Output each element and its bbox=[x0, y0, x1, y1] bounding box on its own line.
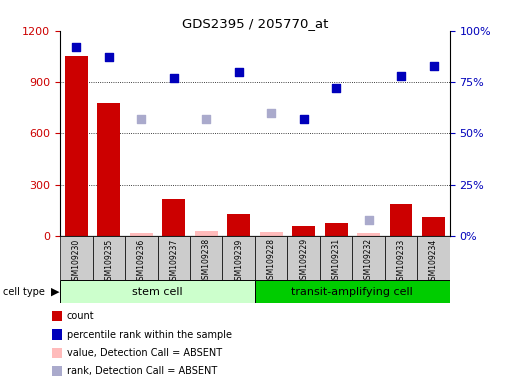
Text: count: count bbox=[67, 311, 95, 321]
Bar bbox=[130, 233, 153, 236]
Bar bbox=[255, 236, 288, 280]
Text: GSM109236: GSM109236 bbox=[137, 238, 146, 285]
Text: transit-amplifying cell: transit-amplifying cell bbox=[291, 287, 413, 297]
Bar bbox=[52, 311, 62, 321]
Bar bbox=[93, 236, 125, 280]
Bar bbox=[385, 236, 417, 280]
Bar bbox=[255, 280, 450, 303]
Point bbox=[429, 63, 438, 69]
Bar bbox=[260, 232, 282, 236]
Text: GSM109230: GSM109230 bbox=[72, 238, 81, 285]
Bar bbox=[163, 199, 185, 236]
Text: GSM109233: GSM109233 bbox=[396, 238, 405, 285]
Bar bbox=[222, 236, 255, 280]
Text: ▶: ▶ bbox=[51, 287, 60, 297]
Text: rank, Detection Call = ABSENT: rank, Detection Call = ABSENT bbox=[67, 366, 217, 376]
Bar bbox=[52, 329, 62, 340]
Title: GDS2395 / 205770_at: GDS2395 / 205770_at bbox=[182, 17, 328, 30]
Bar bbox=[52, 348, 62, 358]
Text: GSM109232: GSM109232 bbox=[364, 238, 373, 285]
Point bbox=[169, 75, 178, 81]
Text: value, Detection Call = ABSENT: value, Detection Call = ABSENT bbox=[67, 348, 222, 358]
Bar bbox=[60, 280, 255, 303]
Point bbox=[72, 44, 81, 50]
Point bbox=[332, 85, 340, 91]
Bar bbox=[97, 103, 120, 236]
Point bbox=[300, 116, 308, 122]
Point bbox=[397, 73, 405, 79]
Bar bbox=[325, 223, 347, 236]
Text: GSM109239: GSM109239 bbox=[234, 238, 243, 285]
Point bbox=[234, 69, 243, 75]
Bar bbox=[292, 226, 315, 236]
Bar bbox=[357, 233, 380, 236]
Bar bbox=[60, 236, 93, 280]
Bar bbox=[195, 231, 218, 236]
Bar bbox=[228, 214, 250, 236]
Point bbox=[137, 116, 145, 122]
Bar bbox=[320, 236, 353, 280]
Bar bbox=[190, 236, 222, 280]
Text: GSM109237: GSM109237 bbox=[169, 238, 178, 285]
Bar bbox=[157, 236, 190, 280]
Point bbox=[105, 55, 113, 61]
Bar bbox=[125, 236, 157, 280]
Bar bbox=[288, 236, 320, 280]
Text: cell type: cell type bbox=[3, 287, 44, 297]
Text: stem cell: stem cell bbox=[132, 287, 183, 297]
Point bbox=[267, 110, 276, 116]
Text: GSM109231: GSM109231 bbox=[332, 238, 340, 285]
Bar bbox=[52, 366, 62, 376]
Bar bbox=[65, 56, 88, 236]
Point bbox=[202, 116, 210, 122]
Bar bbox=[417, 236, 450, 280]
Bar bbox=[422, 217, 445, 236]
Text: GSM109234: GSM109234 bbox=[429, 238, 438, 285]
Point bbox=[365, 217, 373, 223]
Text: GSM109228: GSM109228 bbox=[267, 238, 276, 285]
Bar bbox=[390, 204, 413, 236]
Bar bbox=[353, 236, 385, 280]
Text: GSM109238: GSM109238 bbox=[202, 238, 211, 285]
Text: GSM109235: GSM109235 bbox=[105, 238, 113, 285]
Text: GSM109229: GSM109229 bbox=[299, 238, 308, 285]
Text: percentile rank within the sample: percentile rank within the sample bbox=[67, 329, 232, 339]
